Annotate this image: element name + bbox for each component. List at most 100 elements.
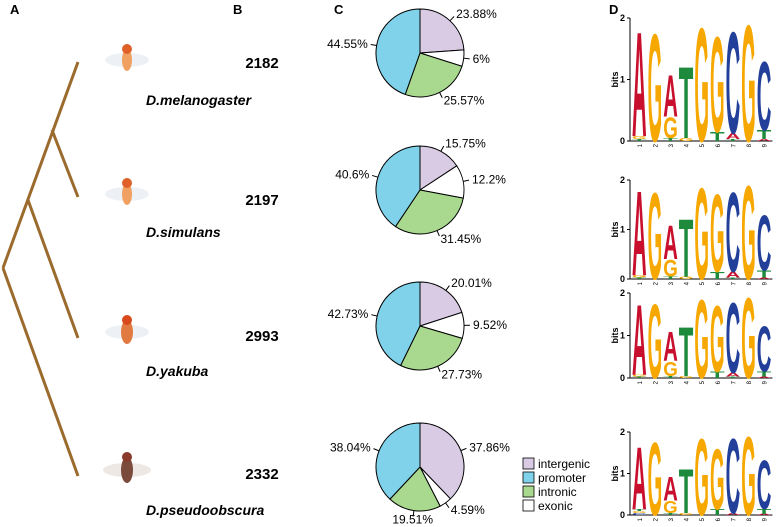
legend-label: promoter	[538, 471, 586, 485]
position-label: 3	[669, 380, 675, 384]
leader-line	[445, 502, 450, 509]
y-tick-label: 0	[620, 274, 625, 284]
y-tick-label: 0	[620, 373, 625, 383]
logo-letter: G	[679, 375, 698, 379]
position-label: 1	[638, 143, 644, 147]
logo-letter: G	[648, 282, 663, 401]
position-label: 3	[669, 143, 675, 147]
logo-letter: T	[663, 137, 680, 142]
logo-letter: C	[757, 198, 772, 287]
legend-label: intergenic	[538, 457, 590, 471]
y-axis-label: bits	[610, 465, 620, 481]
logo-letter: T	[757, 127, 772, 142]
logo-letter: G	[632, 374, 651, 378]
y-tick-label: 2	[620, 288, 625, 298]
species-name: D.melanogaster	[146, 92, 253, 108]
position-label: 3	[669, 517, 675, 521]
position-label: 4	[685, 143, 691, 147]
logo-letter: G	[648, 168, 663, 306]
y-tick-label: 2	[620, 175, 625, 185]
logo-letter: T	[632, 508, 649, 512]
gene-count: 2182	[245, 55, 278, 72]
logo-letter: T	[663, 276, 684, 280]
logo-letter: T	[632, 138, 651, 142]
position-label: 5	[700, 517, 706, 521]
leader-line	[372, 174, 379, 178]
leader-line	[437, 366, 441, 372]
tree	[1, 61, 80, 477]
pie-slice	[389, 466, 441, 512]
position-label: 7	[731, 281, 737, 285]
leader-line	[373, 448, 380, 452]
position-label: 4	[685, 380, 691, 384]
leader-line	[439, 92, 443, 99]
logo-letter: C	[757, 41, 772, 151]
position-label: 5	[700, 143, 706, 147]
y-tick-label: 1	[620, 225, 625, 235]
slice-label: 15.75%	[445, 136, 486, 150]
logo-letter: C	[632, 512, 647, 516]
logo-letter: G	[741, 275, 756, 403]
pie-slice	[399, 325, 463, 371]
panel-label: C	[334, 2, 344, 17]
logo-letter: A	[726, 512, 741, 516]
logo-letter: A	[757, 513, 780, 516]
logo-letter: A	[632, 1, 647, 168]
logo-letter: T	[663, 375, 679, 379]
pie-slice	[375, 145, 421, 228]
logo-letter: A	[726, 271, 741, 280]
slice-label: 31.45%	[441, 232, 482, 246]
logo-letter: G	[663, 358, 678, 381]
logo-letter: G	[694, 276, 709, 402]
position-label: 1	[638, 517, 644, 521]
logo-letter: G	[694, 417, 709, 527]
logo-letter: A	[663, 216, 678, 270]
y-axis-label: bits	[610, 221, 620, 237]
logo-letter: T	[632, 278, 655, 280]
logo-letter: C	[757, 446, 772, 524]
y-tick-label: 1	[620, 469, 625, 479]
position-label: 2	[653, 143, 659, 147]
slice-label: 20.01%	[451, 276, 492, 290]
logo-letter: A	[663, 324, 678, 370]
logo-letter: A	[757, 277, 777, 280]
species-name: D.pseudoobscura	[146, 502, 264, 518]
pie-slice	[394, 189, 464, 235]
pie-slice	[375, 281, 421, 367]
pie-slice	[419, 281, 463, 327]
y-tick-label: 1	[620, 75, 625, 85]
position-label: 9	[763, 281, 769, 285]
position-label: 3	[669, 281, 675, 285]
species-name: D.simulans	[146, 224, 221, 240]
legend-swatch	[522, 457, 535, 470]
slice-label: 44.55%	[327, 37, 368, 51]
position-label: 2	[653, 281, 659, 285]
gene-count: 2993	[245, 328, 278, 345]
leader-line	[463, 57, 470, 60]
fly-icons	[103, 44, 151, 483]
logo-letter: A	[632, 167, 647, 301]
y-tick-label: 0	[620, 510, 625, 520]
logo-letter: G	[663, 256, 678, 283]
logo-letter: G	[741, 0, 756, 177]
y-axis-label: bits	[610, 327, 620, 343]
logo-letter: G	[710, 8, 725, 161]
logo-letter: T	[663, 512, 680, 516]
legend-swatch	[522, 485, 535, 498]
leader-line	[436, 230, 440, 237]
panel-label: A	[10, 2, 20, 17]
leader-line	[460, 447, 467, 452]
pie-slice	[375, 8, 421, 96]
logo-letter: C	[726, 416, 741, 527]
legend-swatch	[522, 471, 535, 484]
logo-letter: G	[694, 161, 709, 307]
position-label: 8	[747, 143, 753, 147]
logo-letter: T	[679, 313, 694, 392]
position-label: 8	[747, 380, 753, 384]
logo-letter: G	[710, 173, 725, 296]
slice-label: 25.57%	[444, 93, 485, 107]
slice-label: 37.86%	[469, 440, 510, 454]
position-label: 4	[685, 517, 691, 521]
logo-letter: T	[726, 278, 749, 280]
logo-letter: G	[648, 421, 663, 527]
